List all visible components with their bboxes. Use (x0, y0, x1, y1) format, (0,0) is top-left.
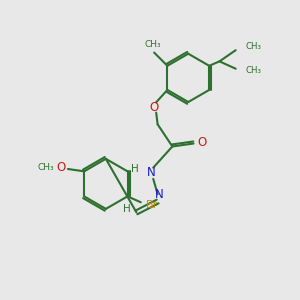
Text: CH₃: CH₃ (245, 42, 261, 51)
Text: CH₃: CH₃ (144, 40, 161, 49)
Text: O: O (149, 101, 158, 114)
Text: N: N (146, 167, 155, 179)
Text: CH₃: CH₃ (38, 163, 54, 172)
Text: O: O (197, 136, 206, 148)
Text: H: H (123, 205, 131, 214)
Text: O: O (56, 161, 65, 174)
Text: Br: Br (146, 200, 158, 210)
Text: N: N (155, 188, 164, 201)
Text: H: H (131, 164, 139, 174)
Text: CH₃: CH₃ (245, 66, 261, 75)
